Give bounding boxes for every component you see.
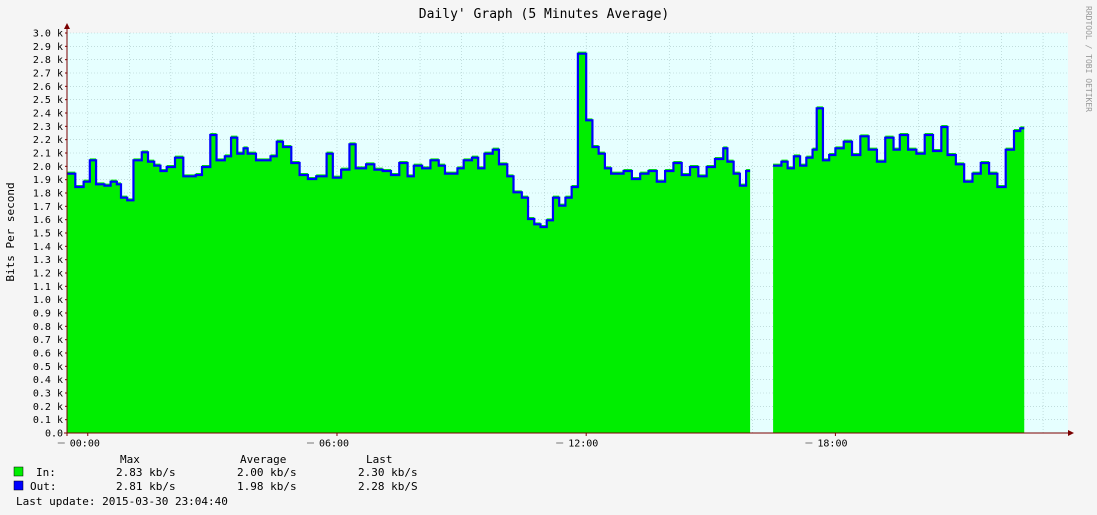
y-tick-label: 0.1 k: [33, 415, 63, 426]
legend-header-max: Max: [120, 453, 140, 466]
y-tick-label: 2.2 k: [33, 135, 63, 146]
y-tick-label: 3.0 k: [33, 29, 63, 40]
y-tick-label: 1.2 k: [33, 269, 63, 280]
chart-title: Daily' Graph (5 Minutes Average): [419, 7, 669, 22]
side-label: RRDTOOL / TOBI OETIKER: [1084, 6, 1093, 112]
legend-swatch-in: [13, 466, 24, 477]
legend-max-in: 2.83 kb/s: [116, 466, 176, 479]
legend-max-out: 2.81 kb/s: [116, 480, 176, 493]
legend-swatch-out: [13, 480, 24, 491]
y-tick-label: 1.9 k: [33, 175, 63, 186]
legend-label-out: Out:: [30, 480, 57, 493]
y-tick-label: 0.7 k: [33, 335, 63, 346]
y-tick-label: 0.2 k: [33, 402, 63, 413]
x-tick-label: 18:00: [817, 439, 847, 450]
y-tick-label: 0.8 k: [33, 322, 63, 333]
y-tick-label: 1.8 k: [33, 189, 63, 200]
x-tick-label: 00:00: [70, 439, 100, 450]
line-out-segment-0: [67, 52, 751, 229]
y-tick-label: 2.9 k: [33, 42, 63, 53]
y-tick-label: 0.3 k: [33, 389, 63, 400]
legend-average-in: 2.00 kb/s: [237, 466, 297, 479]
y-tick-label: 1.1 k: [33, 282, 63, 293]
y-tick-label: 2.6 k: [33, 82, 63, 93]
x-tick-label: 06:00: [319, 439, 349, 450]
y-tick-label: 2.1 k: [33, 149, 63, 160]
legend-label-in: In:: [36, 466, 56, 479]
y-tick-label: 1.7 k: [33, 202, 63, 213]
y-tick-label: 1.6 k: [33, 215, 63, 226]
legend-average-out: 1.98 kb/s: [237, 480, 297, 493]
x-ticks: 00:00 06:00 12:00 18:00: [57, 433, 848, 450]
line-out-segment-1: [773, 107, 1025, 189]
y-tick-label: 2.7 k: [33, 69, 63, 80]
y-tick-label: 2.5 k: [33, 95, 63, 106]
y-tick-label: 1.5 k: [33, 229, 63, 240]
y-tick-label: 0.6 k: [33, 349, 63, 360]
legend-last-out: 2.28 kb/S: [358, 480, 418, 493]
series-in-area: [67, 51, 1025, 434]
last-update: Last update: 2015-03-30 23:04:40: [16, 495, 228, 508]
y-axis-arrow: [64, 23, 70, 29]
legend-header-average: Average: [240, 453, 286, 466]
x-tick-label: 12:00: [568, 439, 598, 450]
legend-header-last: Last: [366, 453, 393, 466]
y-tick-label: 1.4 k: [33, 242, 63, 253]
y-tick-label: 2.0 k: [33, 162, 63, 173]
axes: [64, 23, 1074, 436]
y-tick-label: 1.0 k: [33, 295, 63, 306]
area-in-segment-0: [67, 51, 751, 434]
y-tick-label: 1.3 k: [33, 255, 63, 266]
y-tick-label: 2.4 k: [33, 109, 63, 120]
y-tick-label: 0.9 k: [33, 309, 63, 320]
y-tick-label: 2.8 k: [33, 55, 63, 66]
y-tick-label: 0.4 k: [33, 375, 63, 386]
series-out-line: [67, 52, 1025, 229]
y-axis-label: Bits Per second: [4, 182, 17, 281]
legend-last-in: 2.30 kb/s: [358, 466, 418, 479]
y-tick-label: 0.5 k: [33, 362, 63, 373]
y-ticks: 0.0 0.1 k 0.2 k 0.3 k 0.4 k 0.5 k 0.6 k 0.7 k 0.…: [33, 29, 67, 440]
x-axis-arrow: [1068, 430, 1074, 436]
legend: Max Average Last In: 2.83 kb/s 2.00 kb/s…: [13, 453, 418, 508]
area-in-segment-1: [773, 106, 1025, 433]
y-tick-label: 0.0: [45, 429, 63, 440]
y-tick-label: 2.3 k: [33, 122, 63, 133]
